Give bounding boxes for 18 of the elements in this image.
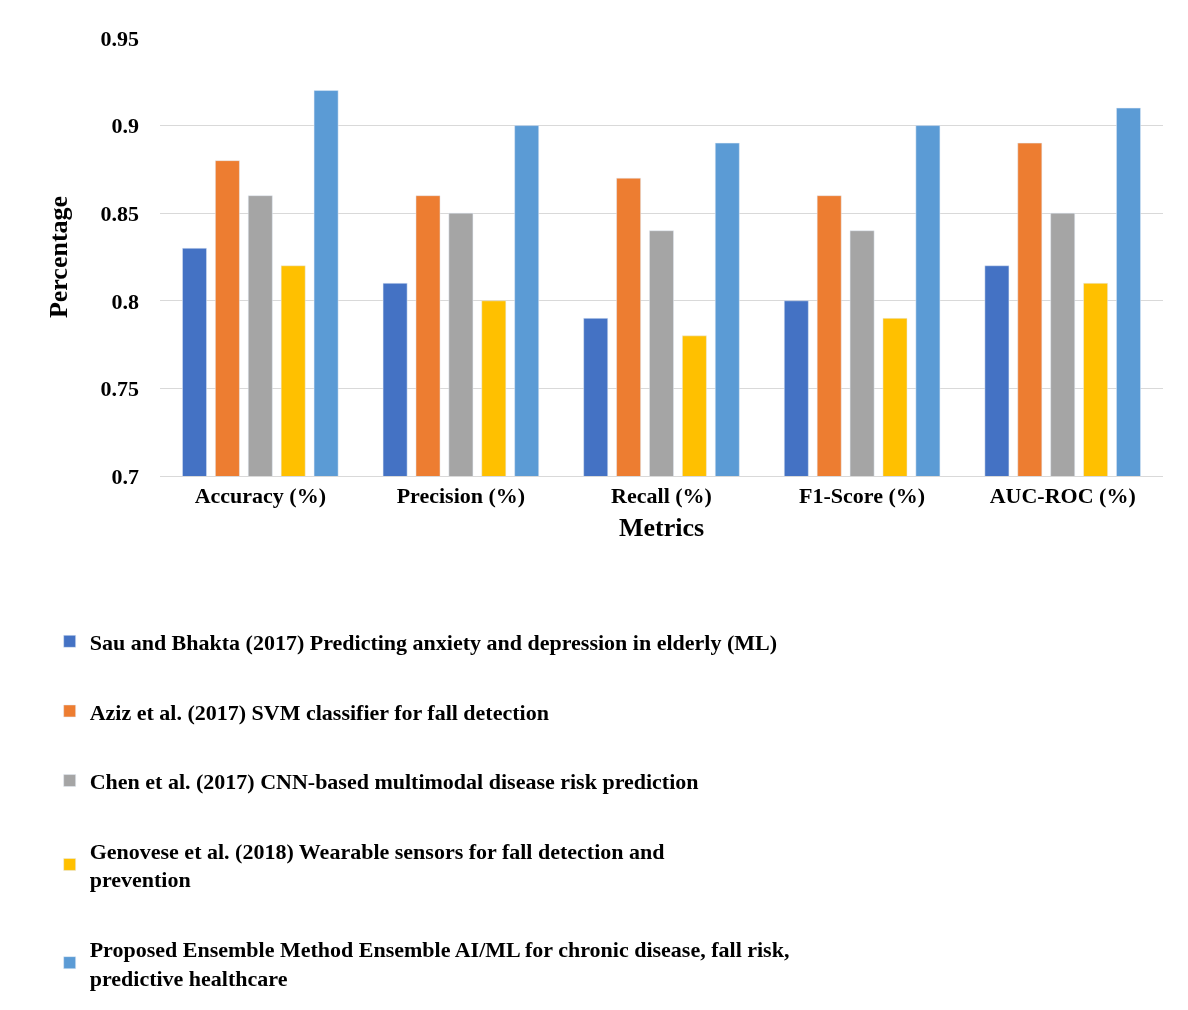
y-tick-label: 0.7 <box>111 463 139 489</box>
legend-label: Chen et al. (2017) CNN-based multimodal disease risk prediction <box>89 769 699 795</box>
y-axis-title: Percentage <box>43 195 73 319</box>
legend-label: Genovese et al. (2018) Wearable sensors for fall detection and prevention <box>89 838 665 893</box>
x-axis-title: Metrics <box>618 513 705 543</box>
x-tick-label: Recall (%) <box>611 483 712 509</box>
x-tick-label: Precision (%) <box>396 483 526 509</box>
legend-label: Aziz et al. (2017) SVM classifier for fall detection <box>89 699 549 725</box>
legend-label: Proposed Ensemble Method Ensemble AI/ML for chronic disease, fall risk, predictive healthcare <box>89 936 790 991</box>
legend-label: Sau and Bhakta (2017) Predicting anxiety and depression in elderly (ML) <box>89 629 778 655</box>
y-tick-label: 0.8 <box>111 288 139 314</box>
x-tick-label: F1-Score (%) <box>799 483 926 509</box>
y-tick-label: 0.9 <box>111 113 139 139</box>
x-tick-label: Accuracy (%) <box>194 483 326 509</box>
y-tick-label: 0.85 <box>100 200 139 226</box>
y-tick-label: 0.95 <box>100 25 139 51</box>
y-tick-label: 0.75 <box>100 376 139 402</box>
x-tick-label: AUC-ROC (%) <box>989 483 1136 509</box>
